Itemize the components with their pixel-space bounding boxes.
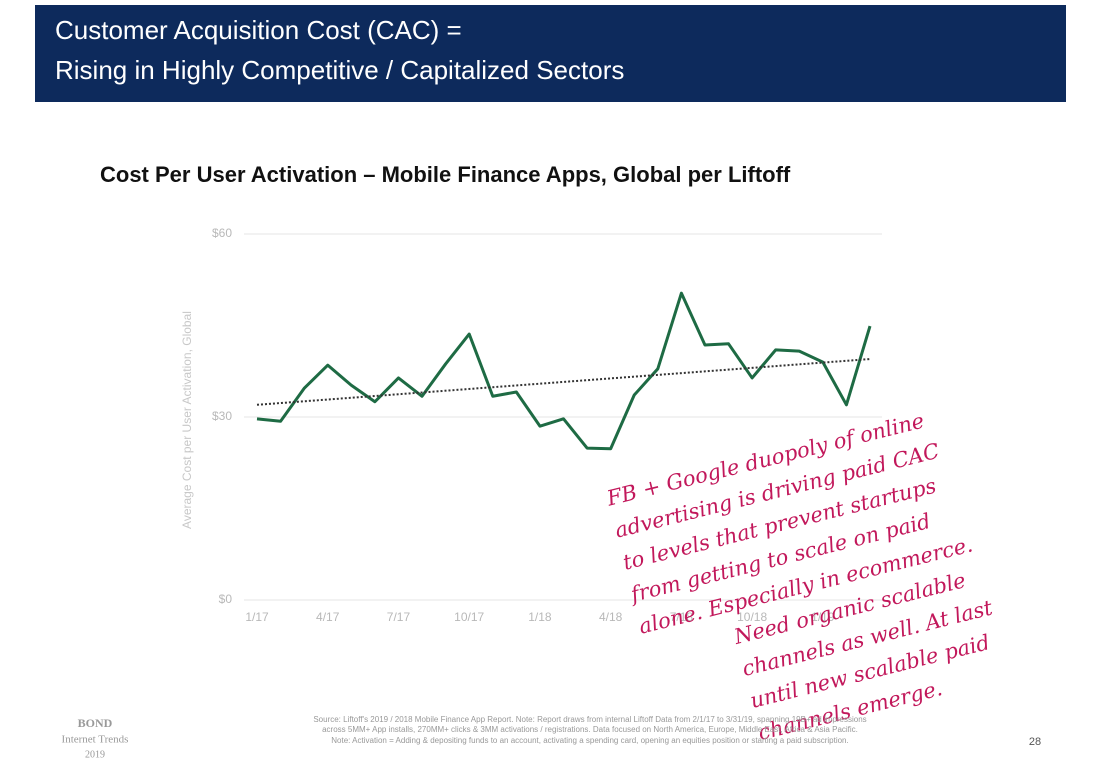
x-tick-label: 4/17 bbox=[316, 610, 340, 624]
header-line: Rising in Highly Competitive / Capitaliz… bbox=[55, 55, 624, 85]
source: across 5MM+ App installs, 270MM+ clicks … bbox=[322, 725, 858, 734]
x-tick-label: 1/19 bbox=[811, 610, 835, 624]
brand: BOND bbox=[78, 716, 113, 730]
y-tick-label: $60 bbox=[212, 226, 232, 240]
y-axis-label: Average Cost per User Activation, Global bbox=[180, 311, 194, 529]
x-tick-label: 10/18 bbox=[737, 610, 767, 624]
note: Note: Activation = Adding & depositing f… bbox=[331, 736, 848, 745]
chart-title: Cost Per User Activation – Mobile Financ… bbox=[100, 162, 791, 187]
page-number: 28 bbox=[1029, 736, 1041, 748]
trend-line bbox=[256, 358, 871, 406]
plot: $0 $30 $60 1/17 4/17 7/17 10/17 1/18 4/18 7/18 10/… bbox=[212, 226, 882, 624]
header-line: Customer Acquisition Cost (CAC) = bbox=[55, 15, 462, 45]
x-tick-label: 1/17 bbox=[245, 610, 269, 624]
data-line bbox=[256, 291, 872, 451]
y-tick-label: $0 bbox=[219, 592, 233, 606]
brand-year: 2019 bbox=[85, 749, 105, 760]
source: Source: Liftoff's 2019 / 2018 Mobile Fin… bbox=[313, 715, 866, 724]
y-tick-label: $30 bbox=[212, 409, 232, 423]
x-tick-label: 4/18 bbox=[599, 610, 623, 624]
header-band bbox=[35, 5, 1066, 102]
x-tick-label: 1/18 bbox=[528, 610, 552, 624]
x-tick-label: 10/17 bbox=[454, 610, 484, 624]
x-tick-label: 7/17 bbox=[387, 610, 411, 624]
x-tick-label: 7/18 bbox=[670, 610, 694, 624]
annotation: FB + Google duopoly of onlineadvertising… bbox=[604, 409, 996, 746]
brand-sub: Internet Trends bbox=[62, 734, 129, 746]
